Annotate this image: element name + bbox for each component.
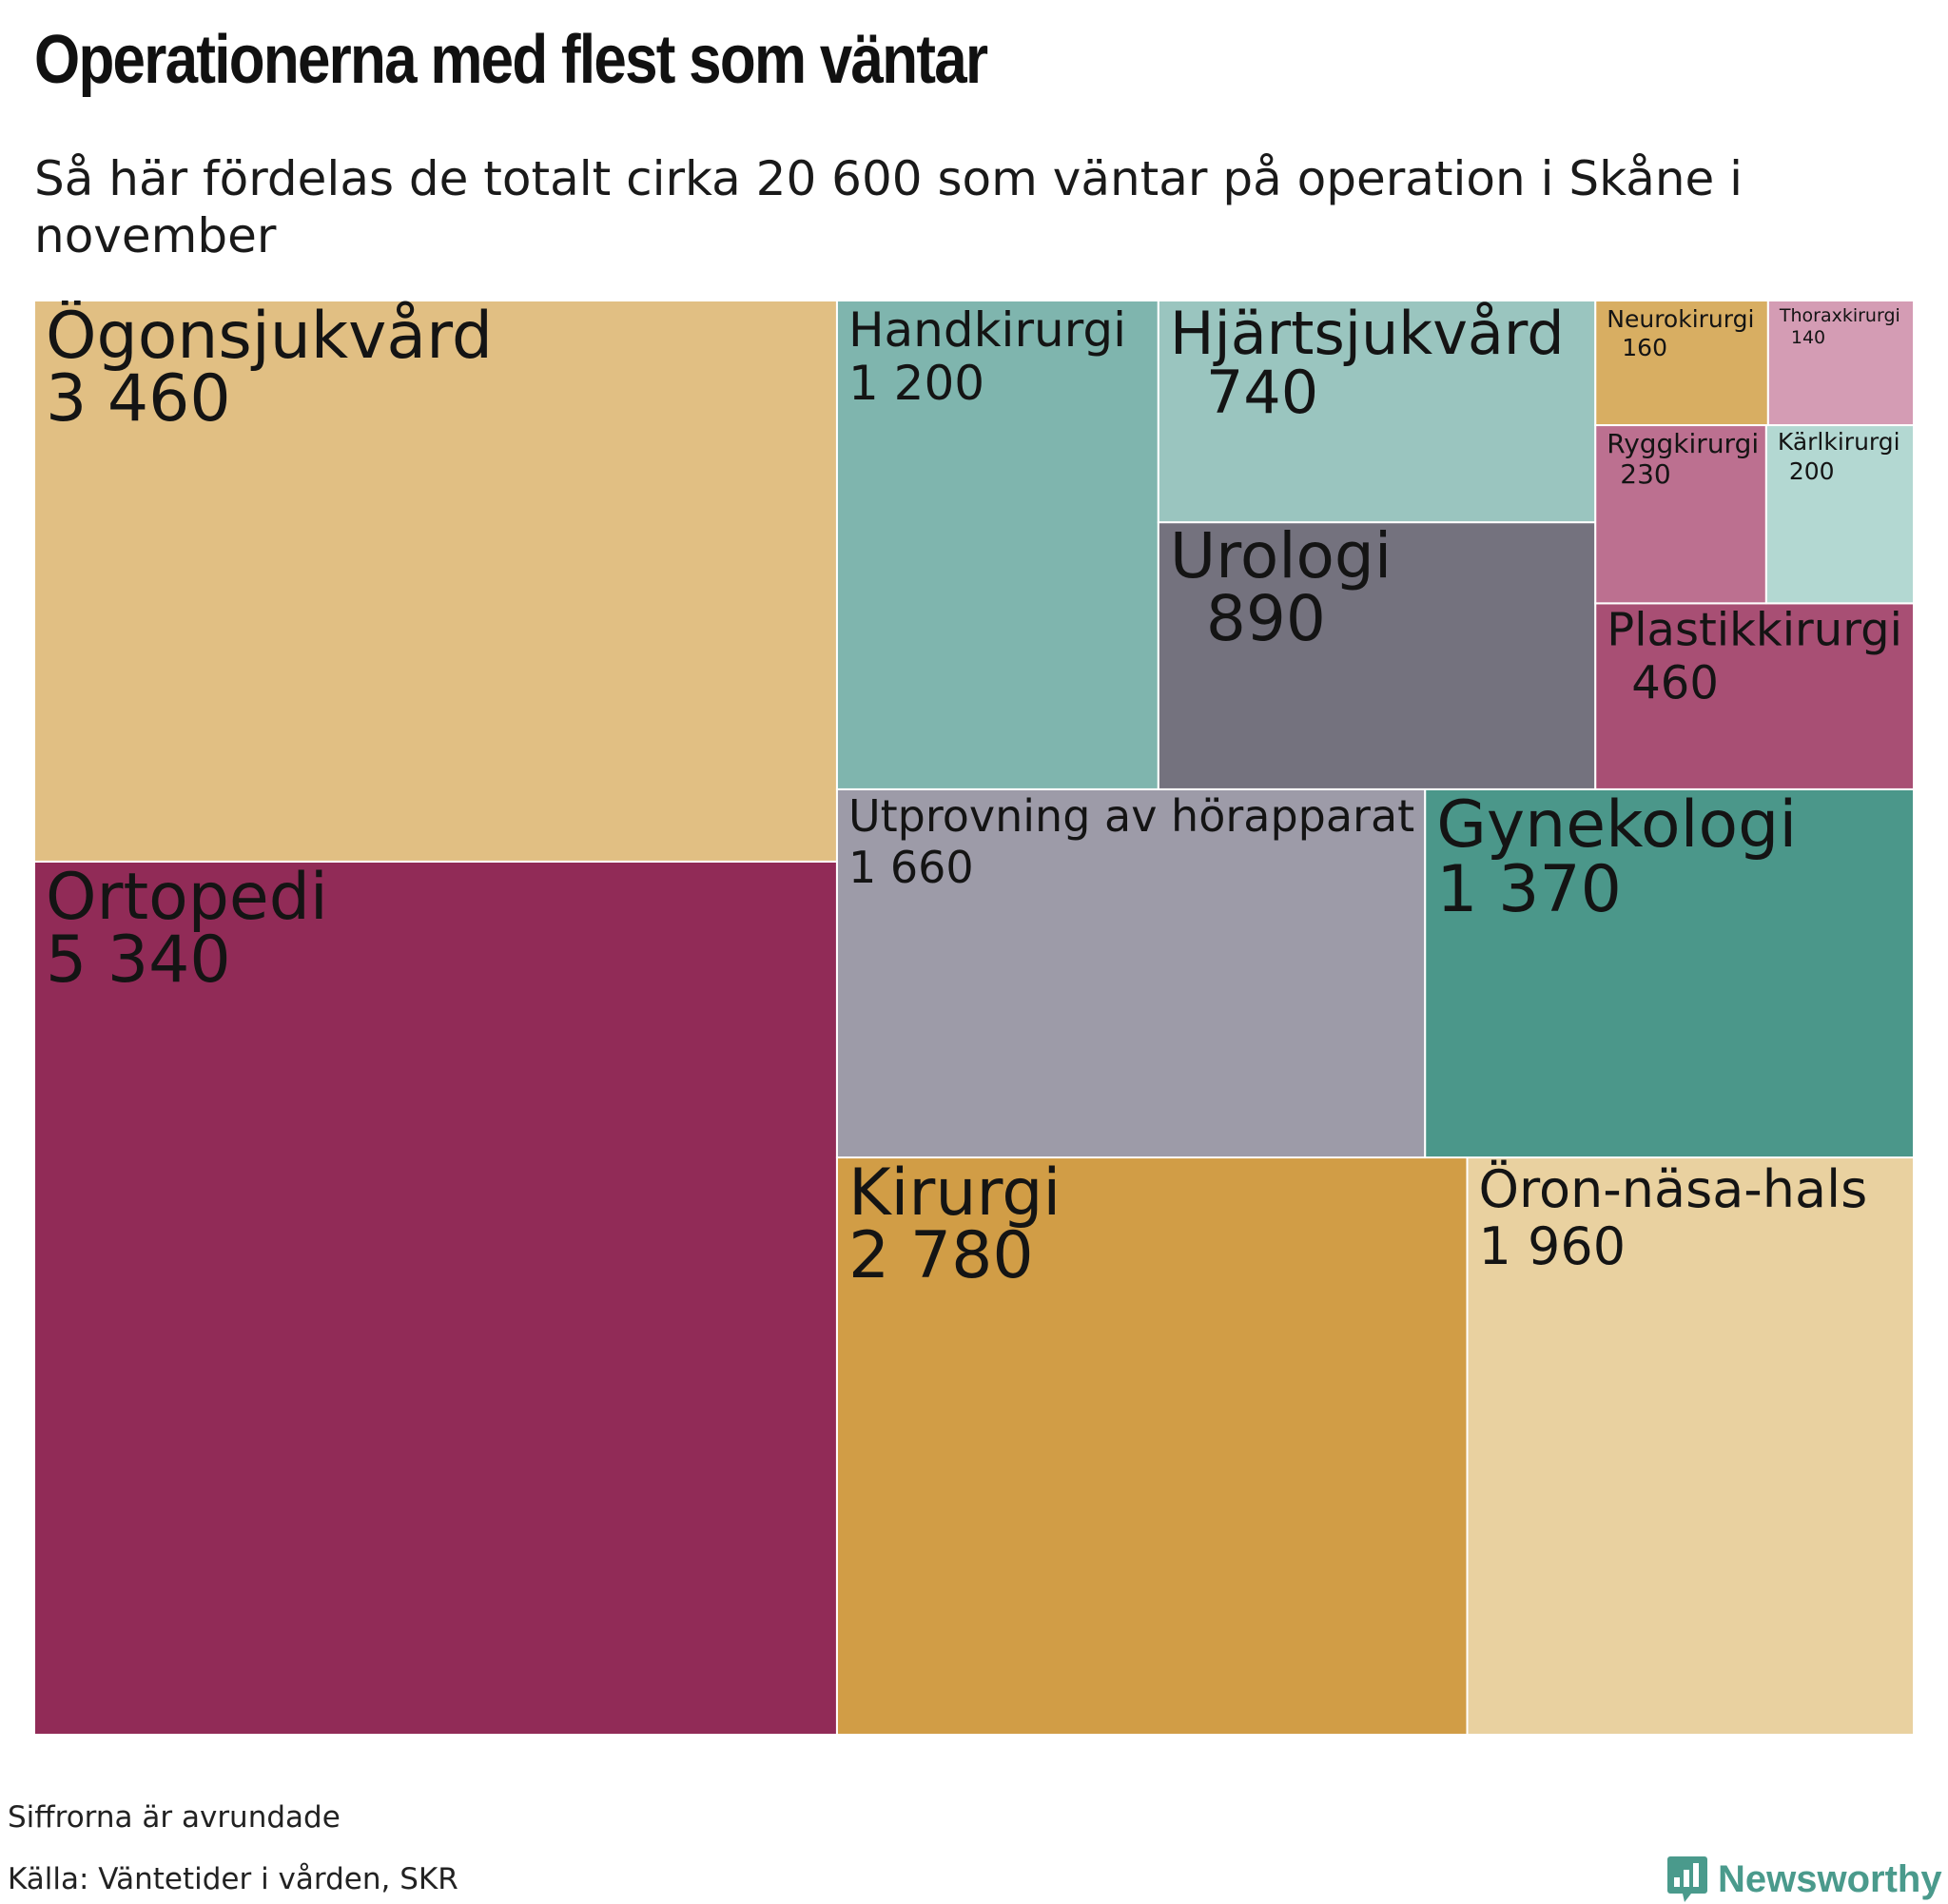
treemap-rect [34,301,838,863]
treemap-value-label: 740 [1206,358,1318,427]
source-credit: Källa: Väntetider i vården, SKR [8,1862,458,1896]
treemap-rect [1594,301,1769,427]
treemap-value-label: 5 340 [46,923,231,998]
treemap-value-label: 890 [1206,582,1326,655]
treemap-category-label: Handkirurgi [848,302,1126,358]
treemap-category-label: Utprovning av hörapparat [848,790,1414,842]
treemap-value-label: 140 [1791,327,1825,348]
treemap-rect [835,787,1427,1159]
treemap-value-label: 1 660 [848,842,974,893]
chart-title: Operationerna med flest som väntar [34,22,988,98]
treemap-category-label: Plastikkirurgi [1607,603,1902,656]
rounding-note: Siffrorna är avrundade [8,1800,341,1835]
treemap-value-label: 2 780 [848,1218,1034,1293]
treemap-rect [1764,424,1914,605]
treemap-value-label: 1 200 [848,356,984,411]
treemap-rect [1594,602,1914,790]
treemap-category-label: Gynekologi [1436,787,1797,863]
treemap-value-label: 3 460 [46,361,231,437]
treemap-rect [835,1156,1469,1735]
treemap-category-label: Urologi [1170,519,1392,593]
treemap-category-label: Ögonsjukvård [46,301,493,374]
treemap-value-label: 230 [1620,458,1670,490]
treemap-rect [1157,521,1597,790]
treemap-category-label: Kärlkirurgi [1778,428,1900,456]
treemap-rect [1424,787,1914,1159]
treemap-value-label: 1 370 [1436,852,1622,927]
treemap-rect [1594,424,1767,605]
brand-name: Newsworthy [1718,1857,1942,1900]
treemap-category-label: Öron-näsa-hals [1479,1159,1868,1219]
treemap-rect [1766,301,1914,427]
chart-subtitle: Så här fördelas de totalt cirka 20 600 s… [34,151,1743,263]
treemap-rect [1466,1156,1914,1735]
treemap-value-label: 460 [1631,656,1719,709]
treemap-value-label: 1 960 [1479,1216,1627,1276]
treemap-category-label: Neurokirurgi [1607,305,1754,333]
treemap-category-label: Thoraxkirurgi [1779,305,1900,326]
treemap-category-label: Ortopedi [46,860,328,935]
newsworthy-logo: Newsworthy [1666,1855,1942,1904]
treemap-value-label: 160 [1622,334,1667,361]
treemap-category-label: Hjärtsjukvård [1170,301,1565,368]
treemap-rect [1157,301,1597,524]
treemap-category-label: Ryggkirurgi [1607,428,1759,459]
treemap-value-label: 200 [1789,457,1835,485]
bar-chart-speech-bubble-icon [1667,1856,1707,1902]
treemap-category-label: Kirurgi [848,1156,1061,1231]
treemap-rect [34,860,838,1735]
